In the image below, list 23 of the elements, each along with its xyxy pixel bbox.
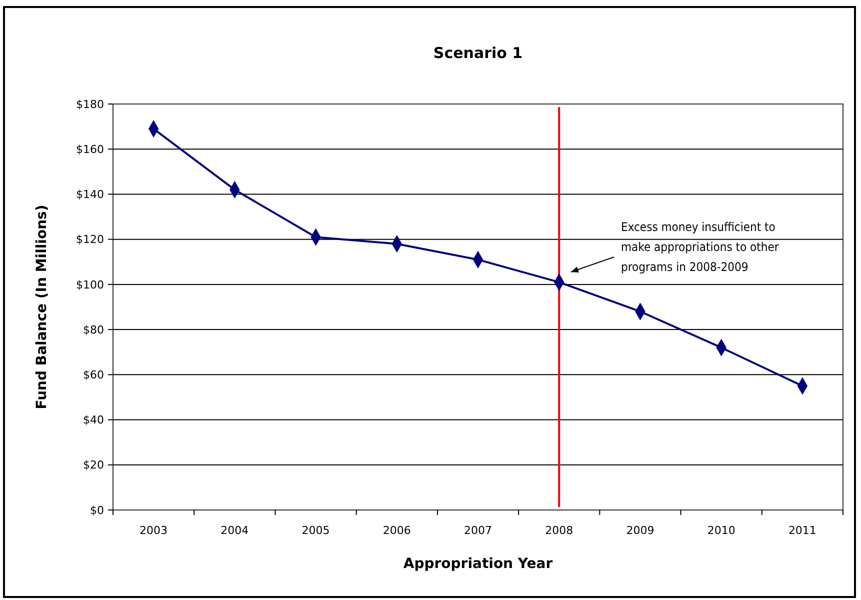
y-tick-label: $120 xyxy=(76,233,104,246)
x-axis-title: Appropriation Year xyxy=(403,556,553,572)
x-tick-label: 2008 xyxy=(545,524,574,537)
y-tick-label: $140 xyxy=(76,188,104,202)
x-tick-label: 2009 xyxy=(626,524,654,537)
y-tick-label: $180 xyxy=(76,98,104,111)
x-tick-label: 2011 xyxy=(788,524,816,537)
x-tick-label: 2007 xyxy=(464,524,492,537)
x-tick-label: 2005 xyxy=(302,524,330,537)
chart-title: Scenario 1 xyxy=(433,44,523,62)
y-tick-label: $160 xyxy=(76,142,104,156)
y-tick-label: $60 xyxy=(83,368,104,382)
x-tick-label: 2010 xyxy=(707,524,736,537)
x-tick-label: 2003 xyxy=(140,524,168,537)
x-tick-label: 2004 xyxy=(220,524,249,537)
annotation: Excess money insufficient to make appropriations to other programs in 2008-2009 xyxy=(621,220,780,274)
x-tick-label: 2006 xyxy=(382,524,411,537)
y-tick-label: $20 xyxy=(83,458,104,472)
y-tick-label: $80 xyxy=(83,323,104,336)
y-tick-label: $0 xyxy=(90,504,104,517)
y-tick-label: $40 xyxy=(83,414,104,427)
y-tick-label: $100 xyxy=(76,278,104,292)
y-axis-title: Fund Balance (In Millions) xyxy=(34,204,50,410)
